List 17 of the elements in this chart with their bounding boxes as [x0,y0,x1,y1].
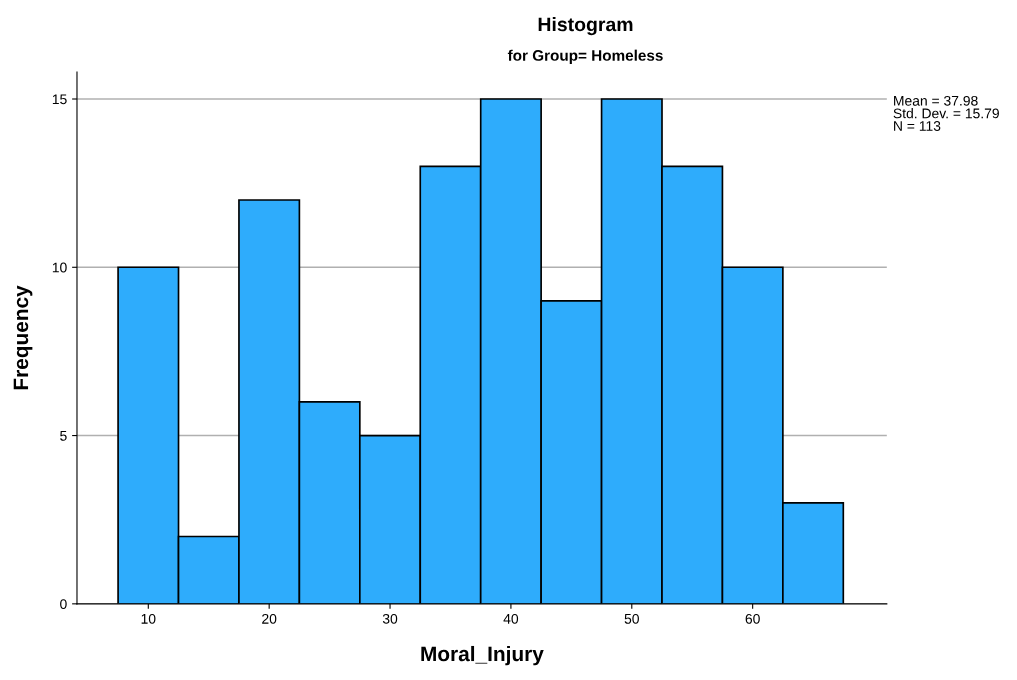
y-tick-label: 10 [52,262,67,273]
x-tick-label: 60 [745,613,760,624]
text: Mean = 37.98 [894,95,978,106]
x-tick-label: 20 [262,613,277,624]
x-tick-label: 10 [141,613,156,624]
y-tick-label: 15 [52,94,67,105]
chart-title: Histogram [538,17,633,36]
y-tick-label: 0 [60,599,67,610]
x-tick-label: 30 [382,613,398,624]
y-tick-label: 5 [60,431,67,441]
text: N = 113 [894,121,941,131]
x-tick-label: 40 [503,613,519,624]
x-axis-title: Moral_Injury [421,645,544,666]
y-axis-title: Frequency [13,285,33,390]
x-tick-label: 50 [624,613,639,624]
text: Std. Dev. = 15.79 [893,108,999,119]
chart-subtitle: for Group= Homeless [507,49,663,64]
